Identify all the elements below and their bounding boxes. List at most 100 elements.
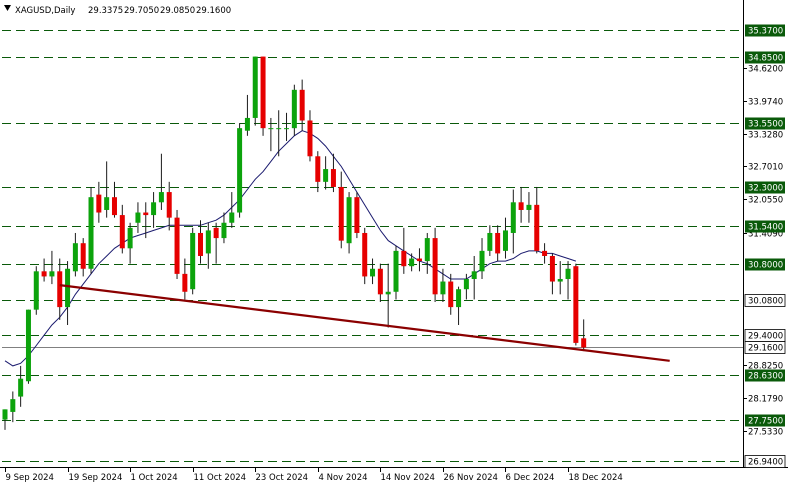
trendline-layer <box>59 284 670 362</box>
level-label-box <box>745 220 785 233</box>
x-tick-label: 9 Sep 2024 <box>6 473 54 483</box>
candle-body-bear <box>213 227 219 239</box>
candle-body-bear <box>542 250 548 256</box>
candle-body-bull <box>104 197 110 210</box>
candles-layer <box>2 56 587 430</box>
candle-body-bull <box>502 230 508 251</box>
y-tick-label: 33.3280 <box>748 131 783 141</box>
level-label: 30.0800 <box>748 297 783 307</box>
candle-body-bear <box>401 250 407 267</box>
candle-body-bull <box>565 268 571 279</box>
candle-body-bear <box>518 202 524 210</box>
level-label-box <box>744 455 786 468</box>
level-label: 31.5400 <box>748 223 783 233</box>
header-symbol: XAGUSD,Daily <box>15 6 75 16</box>
candle-body-bear <box>416 258 422 262</box>
y-tick-label: 28.8250 <box>748 362 783 372</box>
candle-body-bear <box>448 281 454 308</box>
candle-body-bear <box>299 89 305 121</box>
candle-body-bull <box>33 271 39 310</box>
candle-body-bear <box>432 238 438 295</box>
current-price-label: 29.1600 <box>748 344 783 354</box>
x-tick-label: 26 Nov 2024 <box>444 473 498 483</box>
candle-body-bear <box>166 192 172 218</box>
candle-body-bull <box>510 202 516 233</box>
candle-body-bear <box>260 56 266 129</box>
candle-body-bull <box>268 128 274 130</box>
candle-body-bull <box>284 128 290 130</box>
x-tick-label: 6 Dec 2024 <box>506 473 555 483</box>
candle-body-bull <box>479 250 485 272</box>
chart-header: XAGUSD,Daily 29.3375 29.7050 29.0850 29.… <box>4 5 231 16</box>
header-open: 29.3375 <box>88 6 123 16</box>
candle-body-bull <box>88 197 94 269</box>
candle-body-bear <box>41 271 47 277</box>
collapse-triangle-icon[interactable] <box>4 5 11 11</box>
candle-body-bull <box>291 89 297 129</box>
candle-body-bull <box>471 271 477 279</box>
candle-body-bear <box>119 215 125 249</box>
level-label: 30.8000 <box>748 261 783 271</box>
candle-body-bull <box>424 238 430 262</box>
candle-body-bull <box>385 291 391 295</box>
candle-body-bull <box>49 271 55 277</box>
candle-body-bear <box>174 217 180 274</box>
candle-body-bull <box>221 222 227 239</box>
y-tick-label: 32.0550 <box>748 196 783 206</box>
candle-body-bear <box>80 243 86 269</box>
candle-body-bull <box>440 281 446 295</box>
candle-body-bull <box>151 202 157 216</box>
x-tick-label: 23 Oct 2024 <box>256 473 309 483</box>
candle-body-bull <box>65 268 71 308</box>
candle-body-bull <box>205 230 211 254</box>
level-label-box <box>745 51 785 64</box>
candle-body-bull <box>487 232 493 251</box>
candle-body-bear <box>198 232 203 256</box>
candle-body-bear <box>495 232 501 254</box>
candle-body-bear <box>354 197 360 233</box>
candle-body-bull <box>25 309 31 382</box>
candle-body-bull <box>557 278 563 282</box>
candle-body-bear <box>182 273 188 292</box>
candle-body-bear <box>549 255 555 282</box>
x-tick-label: 1 Oct 2024 <box>131 473 178 483</box>
candle-body-bull <box>229 212 235 223</box>
x-tick-label: 4 Nov 2024 <box>319 473 368 483</box>
candle-body-bull <box>456 289 462 308</box>
y-tick-label: 28.1790 <box>748 395 783 405</box>
level-label-box <box>745 117 785 130</box>
current-price-box <box>744 341 786 354</box>
level-label-box <box>745 258 785 271</box>
candle-body-bull <box>252 56 258 118</box>
level-label: 27.7500 <box>748 417 783 427</box>
level-label: 34.8500 <box>748 54 783 64</box>
header-low: 29.0850 <box>160 6 195 16</box>
header-high: 29.7050 <box>124 6 159 16</box>
candle-body-bull <box>127 227 133 249</box>
x-tick-label: 19 Sep 2024 <box>69 473 123 483</box>
level-label: 35.3700 <box>748 27 783 37</box>
candle-body-bear <box>338 186 344 241</box>
y-tick-label: 32.7010 <box>748 163 783 173</box>
candle-body-bull <box>276 128 282 130</box>
candle-body-bull <box>18 378 24 397</box>
level-label: 26.9400 <box>748 458 783 468</box>
x-tick-label: 14 Nov 2024 <box>381 473 435 483</box>
level-label-box <box>745 369 785 382</box>
candle-body-bull <box>346 197 352 244</box>
candle-body-bear <box>377 268 383 295</box>
candle-body-bear <box>330 169 336 187</box>
candle-body-bull <box>409 258 415 267</box>
level-label-box <box>744 294 786 307</box>
candle-body-bear <box>534 204 540 251</box>
candle-body-bear <box>573 266 579 343</box>
level-label-box <box>745 414 785 427</box>
level-label-box <box>745 24 785 37</box>
candle-body-bear <box>96 194 102 213</box>
candle-body-bull <box>393 250 399 292</box>
y-tick-label: 34.6200 <box>748 65 783 75</box>
candle-body-bull <box>135 212 141 223</box>
candle-body-bull <box>323 169 329 182</box>
